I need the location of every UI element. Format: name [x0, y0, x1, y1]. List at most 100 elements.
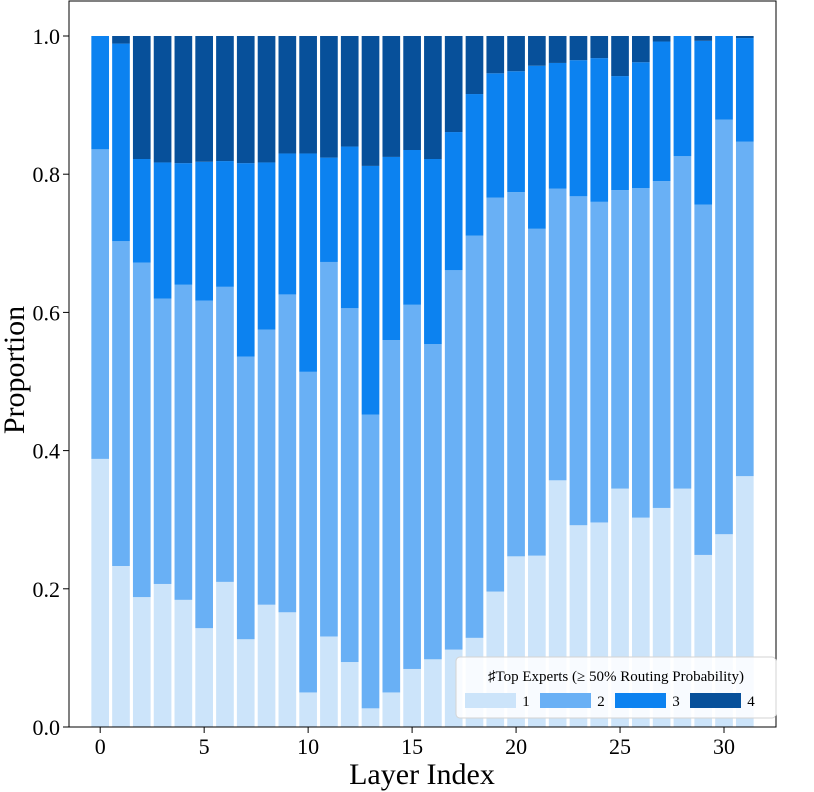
- bar-layer-9-series-1: [278, 612, 297, 727]
- bar-layer-29-series-3: [694, 40, 713, 205]
- bar-layer-24-series-4: [590, 36, 609, 59]
- bar-layer-25-series-4: [611, 36, 629, 77]
- bar-layer-8-series-4: [257, 36, 276, 163]
- bar-layer-4-series-2: [174, 284, 193, 600]
- bar-layer-28-series-3: [673, 36, 692, 157]
- bar-layer-8-series-3: [257, 162, 276, 330]
- bar-layer-0-series-1: [91, 458, 110, 727]
- bar-layer-1-series-3: [112, 43, 130, 242]
- bar-layer-8-series-1: [257, 604, 276, 727]
- bar-layer-22-series-4: [548, 36, 567, 63]
- legend-title: ♯Top Experts (≥ 50% Routing Probability): [488, 669, 744, 685]
- bar-layer-11-series-3: [320, 157, 338, 262]
- bar-layer-2-series-3: [132, 159, 151, 263]
- bar-layer-13-series-2: [361, 414, 380, 709]
- bar-layer-12-series-3: [340, 146, 359, 309]
- bar-layer-2-series-1: [132, 597, 151, 727]
- bar-layer-27-series-3: [652, 41, 671, 182]
- bar-layer-10-series-1: [299, 692, 317, 727]
- y-axis: 0.0 0.2 0.4 0.6 0.8 1.0: [33, 24, 69, 740]
- bar-layer-7-series-3: [236, 163, 255, 357]
- bar-layer-29-series-4: [694, 36, 713, 41]
- bar-layer-21-series-4: [528, 36, 546, 66]
- bar-layer-7-series-4: [236, 36, 255, 164]
- bar-layer-6-series-3: [216, 161, 234, 287]
- bar-layer-13-series-1: [361, 708, 380, 727]
- bar-layer-11-series-1: [320, 636, 338, 727]
- bar-layer-27-series-2: [652, 181, 671, 508]
- bar-layer-24-series-2: [590, 201, 609, 523]
- bar-layer-4-series-1: [174, 599, 193, 727]
- legend-label-3: 3: [672, 694, 680, 710]
- bar-layer-5-series-2: [195, 300, 213, 629]
- bar-layer-14-series-4: [382, 36, 401, 157]
- bar-layer-31-series-4: [735, 36, 754, 39]
- bar-layer-4-series-4: [174, 36, 193, 164]
- bar-layer-7-series-2: [236, 356, 255, 640]
- bar-layer-12-series-1: [340, 662, 359, 727]
- bar-layer-9-series-2: [278, 294, 297, 613]
- bar-layer-10-series-4: [299, 36, 317, 154]
- bar-layer-15-series-3: [403, 150, 421, 305]
- y-tick-label: 1.0: [33, 24, 61, 49]
- bars-group: [91, 36, 754, 727]
- bar-layer-31-series-3: [735, 38, 754, 142]
- bar-layer-3-series-2: [153, 298, 172, 584]
- bar-layer-0-series-2: [91, 149, 110, 459]
- bar-layer-25-series-3: [611, 76, 629, 191]
- bar-layer-3-series-4: [153, 36, 172, 163]
- bar-layer-10-series-2: [299, 371, 317, 693]
- bar-layer-16-series-2: [424, 344, 442, 660]
- bar-layer-19-series-4: [486, 36, 505, 74]
- bar-layer-26-series-2: [632, 188, 650, 518]
- x-tick-label: 20: [505, 734, 527, 759]
- bar-layer-6-series-2: [216, 286, 234, 582]
- x-tick-label: 25: [609, 734, 631, 759]
- bar-layer-5-series-3: [195, 161, 213, 301]
- bar-layer-5-series-4: [195, 36, 213, 162]
- legend: ♯Top Experts (≥ 50% Routing Probability)…: [455, 656, 777, 719]
- bar-layer-10-series-3: [299, 153, 317, 372]
- x-tick-label: 15: [401, 734, 423, 759]
- bar-layer-1-series-4: [112, 36, 130, 44]
- bar-layer-11-series-2: [320, 261, 338, 637]
- bar-layer-20-series-2: [507, 192, 525, 557]
- bar-layer-3-series-1: [153, 583, 172, 727]
- bar-layer-26-series-4: [632, 36, 650, 63]
- bar-layer-16-series-3: [424, 159, 442, 345]
- x-axis: 0 5 10 15 20 25 30: [95, 727, 735, 759]
- bar-layer-11-series-4: [320, 36, 338, 158]
- x-tick-label: 0: [95, 734, 106, 759]
- legend-swatch-3: [615, 693, 666, 708]
- plot-frame: [68, 0, 777, 728]
- bar-layer-28-series-2: [673, 156, 692, 489]
- bar-layer-20-series-3: [507, 71, 525, 193]
- bar-layer-21-series-2: [528, 228, 546, 556]
- bar-layer-15-series-4: [403, 36, 421, 151]
- bar-layer-1-series-1: [112, 566, 130, 727]
- bar-layer-24-series-3: [590, 58, 609, 202]
- legend-entries: 1 2 3 4: [465, 693, 755, 710]
- bar-layer-18-series-2: [465, 235, 484, 638]
- bar-layer-31-series-2: [735, 141, 754, 477]
- bar-layer-1-series-2: [112, 241, 130, 567]
- legend-swatch-4: [690, 693, 741, 708]
- bar-layer-16-series-1: [424, 659, 442, 727]
- y-tick-label: 0.4: [33, 439, 61, 464]
- y-tick-label: 0.2: [33, 577, 61, 602]
- bar-layer-18-series-3: [465, 94, 484, 236]
- bar-layer-26-series-3: [632, 62, 650, 189]
- bar-layer-13-series-3: [361, 165, 380, 415]
- bar-layer-17-series-2: [444, 270, 463, 650]
- bar-layer-23-series-4: [569, 36, 588, 61]
- x-tick-label: 30: [713, 734, 735, 759]
- bar-layer-4-series-3: [174, 163, 193, 285]
- bar-layer-14-series-1: [382, 692, 401, 727]
- bar-layer-25-series-2: [611, 190, 629, 489]
- bar-layer-15-series-2: [403, 304, 421, 669]
- legend-swatch-2: [540, 693, 591, 708]
- bar-layer-21-series-3: [528, 65, 546, 229]
- bar-layer-27-series-4: [652, 36, 671, 42]
- bar-layer-22-series-2: [548, 188, 567, 481]
